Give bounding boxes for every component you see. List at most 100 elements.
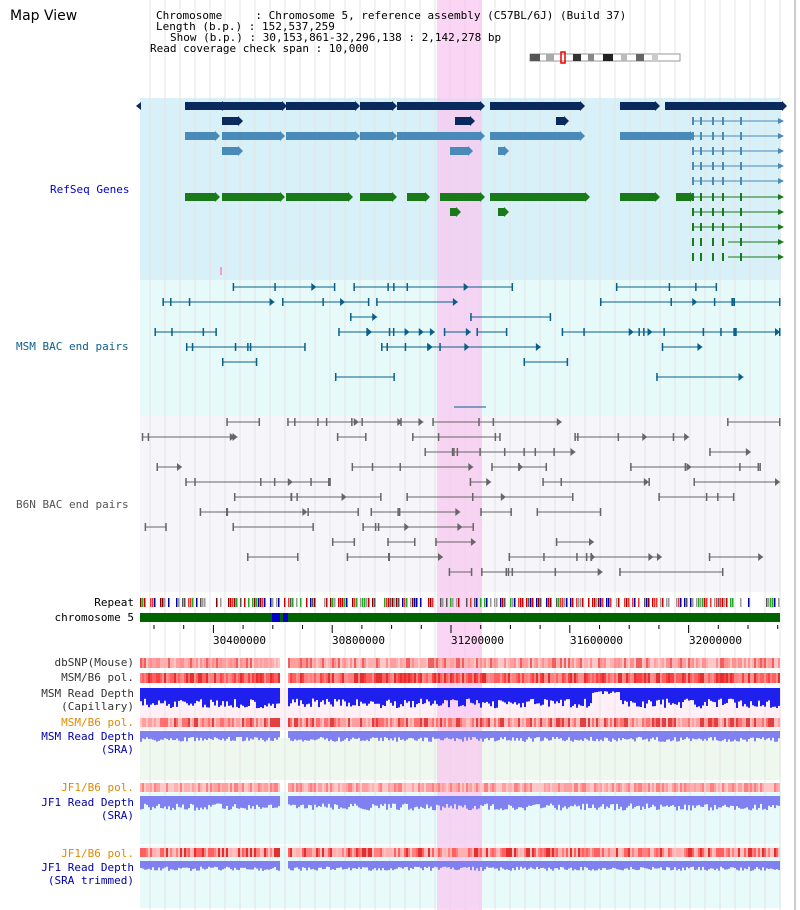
heat-cell <box>164 783 166 792</box>
depth-bar <box>572 731 574 742</box>
bac-end-arrow <box>176 463 182 471</box>
bac-end <box>322 298 324 306</box>
heat-cell <box>616 783 618 792</box>
heat-cell <box>526 783 528 792</box>
heat-cell <box>594 718 596 727</box>
heat-cell <box>612 718 614 727</box>
repeat-mark <box>616 598 618 607</box>
depth-bar <box>324 796 326 807</box>
depth-bar <box>290 796 292 806</box>
heat-cell <box>770 718 772 727</box>
depth-bar <box>478 796 480 809</box>
depth-bar <box>720 688 722 699</box>
depth-bar <box>454 861 456 870</box>
depth-bar <box>698 731 700 739</box>
heat-cell <box>602 658 604 668</box>
depth-bar <box>560 688 562 700</box>
depth-bar <box>758 861 760 869</box>
depth-bar <box>406 861 408 867</box>
depth-bar <box>624 861 626 869</box>
heat-cell <box>216 658 218 668</box>
depth-bar <box>536 731 538 738</box>
bac-end <box>162 298 164 306</box>
heat-cell <box>352 658 354 668</box>
depth-bar <box>736 688 738 708</box>
depth-bar <box>402 796 404 805</box>
repeat-mark <box>644 598 646 607</box>
repeat-mark <box>528 598 530 607</box>
heat-cell <box>432 783 434 792</box>
heat-cell <box>752 718 754 727</box>
depth-bar <box>202 688 204 708</box>
depth-bar <box>468 796 470 810</box>
heat-cell <box>428 783 430 792</box>
depth-bar <box>228 688 230 706</box>
heat-cell <box>376 673 378 683</box>
depth-bar <box>584 796 586 811</box>
heat-cell <box>508 658 510 668</box>
depth-bar <box>294 731 296 740</box>
heat-cell <box>692 783 694 792</box>
heat-cell <box>414 673 416 683</box>
heat-cell <box>584 673 586 683</box>
chromosome-band <box>272 613 280 622</box>
heat-cell <box>544 848 546 857</box>
heat-cell <box>492 673 494 683</box>
depth-bar <box>248 796 250 806</box>
heat-cell <box>324 718 326 727</box>
depth-bar <box>536 688 538 704</box>
heat-cell <box>270 783 272 792</box>
heat-cell <box>494 673 496 683</box>
dbsnp-label: dbSNP(Mouse) <box>54 656 134 669</box>
heat-cell <box>694 718 696 727</box>
heat-cell <box>240 673 242 683</box>
heat-cell <box>334 658 336 668</box>
heat-cell <box>610 848 612 857</box>
depth-bar <box>194 731 196 742</box>
heat-cell <box>150 783 152 792</box>
depth-bar <box>228 731 230 738</box>
heat-cell <box>150 658 152 668</box>
depth-bar <box>648 731 650 742</box>
depth-bar <box>228 861 230 868</box>
repeat-mark <box>278 598 280 607</box>
heat-cell <box>200 718 202 727</box>
repeat-mark <box>394 598 396 607</box>
depth-bar <box>440 731 442 741</box>
heat-cell <box>484 658 486 668</box>
heat-cell <box>358 718 360 727</box>
heat-cell <box>774 673 776 683</box>
depth-bar <box>148 731 150 740</box>
heat-cell <box>420 848 422 857</box>
heat-cell <box>234 718 236 727</box>
depth-bar <box>190 731 192 738</box>
depth-bar <box>532 688 534 699</box>
heat-cell <box>730 718 732 727</box>
heat-cell <box>718 783 720 792</box>
heat-cell <box>178 848 180 857</box>
depth-bar <box>160 796 162 808</box>
repeat-mark <box>600 598 602 607</box>
depth-bar <box>318 688 320 708</box>
depth-bar <box>764 731 766 740</box>
chromosome-ideogram[interactable] <box>528 51 688 65</box>
depth-bar <box>560 861 562 867</box>
repeat-mark <box>722 598 724 607</box>
depth-bar <box>242 731 244 742</box>
heat-cell <box>218 718 220 727</box>
heat-cell <box>356 718 358 727</box>
heat-cell <box>736 783 738 792</box>
heat-cell <box>540 673 542 683</box>
depth-bar <box>492 731 494 738</box>
bac-end <box>721 568 724 576</box>
heat-cell <box>504 848 506 857</box>
heat-cell <box>154 658 156 668</box>
bac-end <box>232 283 235 291</box>
depth-bar <box>592 688 594 693</box>
depth-bar <box>610 796 612 805</box>
heat-cell <box>476 718 478 727</box>
bac-end <box>715 283 718 291</box>
depth-bar <box>360 796 362 809</box>
depth-bar <box>698 796 700 805</box>
depth-bar <box>696 688 698 708</box>
